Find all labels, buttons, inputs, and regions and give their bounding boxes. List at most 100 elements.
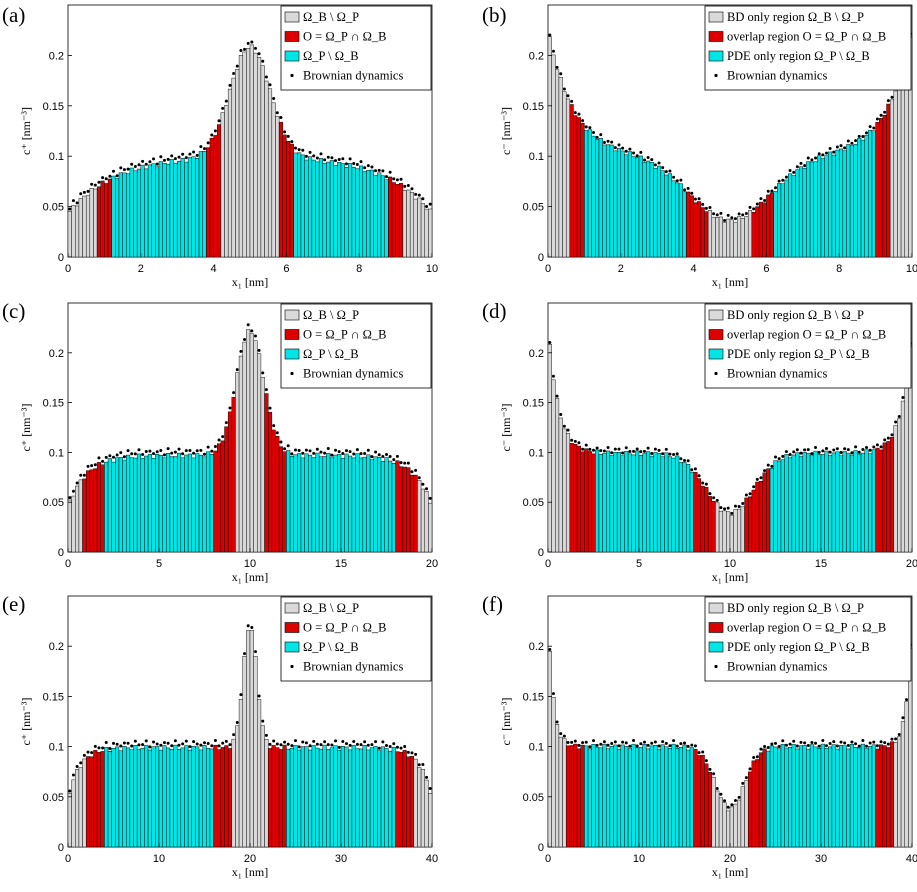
y-axis-label: c⁺ [nm⁻³] <box>19 107 33 155</box>
bar <box>369 459 374 553</box>
bd-point <box>261 59 265 63</box>
bd-point <box>213 444 217 448</box>
bar <box>249 630 254 848</box>
bd-point <box>752 756 756 760</box>
bar <box>813 450 818 553</box>
bd-point <box>905 698 909 702</box>
bar <box>184 454 189 553</box>
bar <box>606 450 611 553</box>
x-tick-label: 6 <box>763 263 769 275</box>
bar <box>82 195 87 258</box>
bd-point <box>792 739 796 743</box>
bar <box>209 454 214 553</box>
bd-point <box>821 153 825 157</box>
bd-point <box>122 455 126 459</box>
bd-point <box>646 743 650 747</box>
bd-point <box>672 739 676 743</box>
bd-point <box>602 449 606 453</box>
bd-point <box>832 150 836 154</box>
bd-point <box>159 448 163 452</box>
legend-box <box>280 5 432 91</box>
bar <box>413 198 418 258</box>
bd-point <box>770 742 774 746</box>
y-tick-label: 0.15 <box>43 398 64 410</box>
bar <box>89 756 94 848</box>
bar <box>271 429 276 553</box>
x-tick-label: 5 <box>636 558 642 570</box>
bd-point <box>283 130 287 134</box>
bd-point <box>839 451 843 455</box>
bd-point <box>246 323 250 327</box>
bar <box>551 697 556 848</box>
bar <box>686 749 691 848</box>
bar <box>257 699 262 848</box>
bar <box>311 159 316 258</box>
bar <box>591 453 596 553</box>
bd-point <box>286 134 290 138</box>
bd-point <box>548 340 552 344</box>
bd-point <box>195 742 199 746</box>
panel-label: (e) <box>2 592 25 616</box>
bd-point <box>308 150 312 154</box>
bar <box>766 194 771 258</box>
bar <box>293 152 298 258</box>
bar <box>67 793 72 848</box>
bar <box>642 161 647 258</box>
bd-point <box>628 450 632 454</box>
bd-point <box>213 739 217 743</box>
bar <box>587 451 592 553</box>
bar <box>707 496 713 553</box>
bd-point <box>337 158 341 162</box>
bd-point <box>617 744 621 748</box>
bar <box>835 748 840 848</box>
bar <box>718 216 723 258</box>
bd-point <box>566 741 570 745</box>
bar <box>649 162 654 258</box>
bar <box>380 461 385 553</box>
bd-point <box>704 206 708 210</box>
bd-point <box>868 741 872 745</box>
bd-point <box>414 752 418 756</box>
bd-point <box>370 165 374 169</box>
bd-point <box>821 739 825 743</box>
bd-point <box>653 163 657 167</box>
bd-point <box>392 177 396 181</box>
bar <box>169 749 174 848</box>
bar <box>555 723 560 848</box>
bd-point <box>144 449 148 453</box>
bd-point <box>879 445 883 449</box>
legend-swatch <box>284 50 300 62</box>
bar <box>71 205 76 258</box>
bd-point <box>777 179 781 183</box>
bar <box>889 99 895 258</box>
bd-point <box>577 441 581 445</box>
x-tick-label: 2 <box>618 263 624 275</box>
bd-point <box>810 158 814 162</box>
bd-point <box>203 741 206 745</box>
bar <box>384 179 389 258</box>
bd-point <box>294 448 297 452</box>
bd-point <box>250 625 254 629</box>
bd-point <box>657 744 661 748</box>
bar <box>420 769 425 848</box>
bar <box>264 80 269 258</box>
bar <box>613 744 618 848</box>
bar <box>602 144 607 258</box>
bd-point <box>675 452 679 456</box>
legend-swatch <box>708 11 724 23</box>
panel-label: (d) <box>482 299 507 323</box>
bar <box>242 51 247 258</box>
bar <box>791 454 796 553</box>
legend-box <box>704 5 912 91</box>
bar <box>565 745 571 848</box>
bd-point <box>377 746 381 750</box>
bar <box>744 780 749 848</box>
bd-point <box>697 751 701 755</box>
bd-point <box>82 190 86 194</box>
bar <box>118 457 123 553</box>
bd-point <box>115 742 119 746</box>
bar <box>773 746 778 848</box>
bar <box>264 739 269 848</box>
bd-point <box>821 449 825 453</box>
bd-point <box>279 115 283 119</box>
